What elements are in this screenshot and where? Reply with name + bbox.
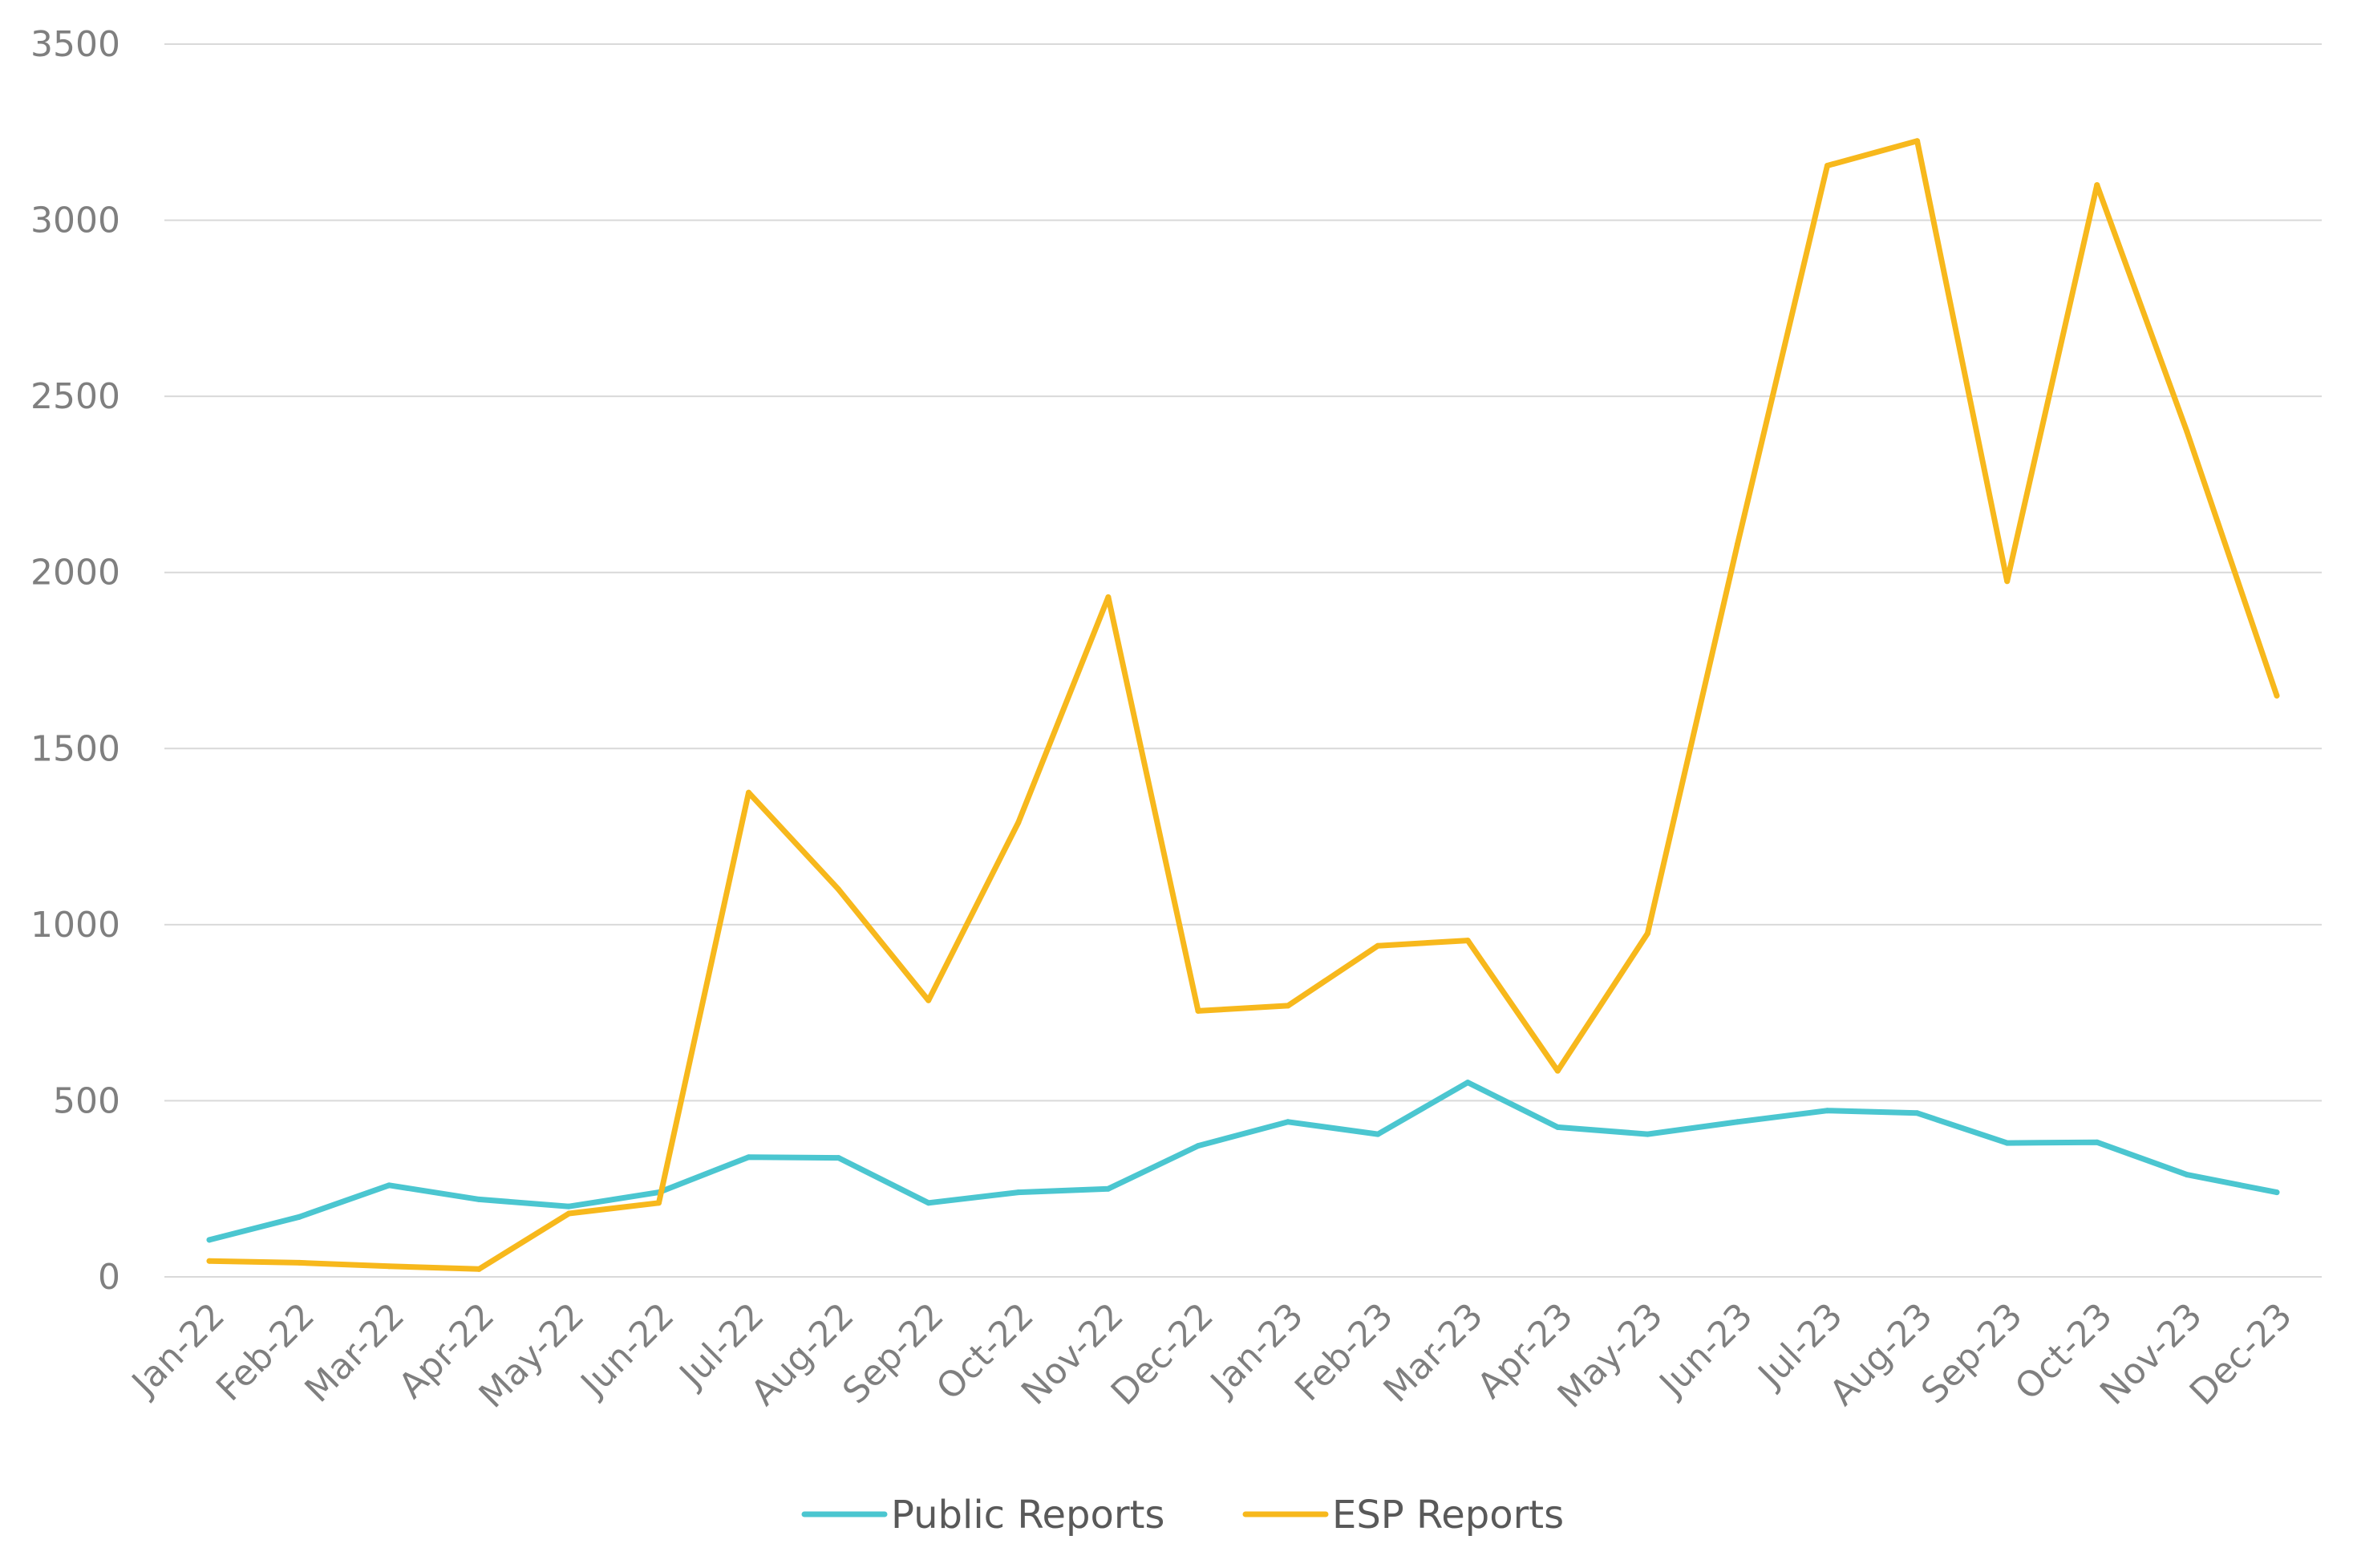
- data-point: [1554, 1124, 1561, 1130]
- x-tick-label: Aug-22: [743, 1295, 862, 1414]
- data-point: [476, 1266, 482, 1272]
- data-point: [1554, 1068, 1561, 1074]
- data-point: [296, 1213, 302, 1220]
- series-line-esp-reports: [206, 138, 2280, 1272]
- data-point: [1914, 1110, 1921, 1116]
- x-tick-label: Aug-23: [1822, 1295, 1941, 1414]
- data-point: [1464, 938, 1471, 944]
- data-point: [476, 1196, 482, 1202]
- x-tick-label: Sep-23: [1914, 1295, 2031, 1412]
- data-point: [1644, 930, 1650, 937]
- y-tick-label: 2000: [30, 553, 120, 594]
- data-point: [2004, 1140, 2011, 1146]
- data-point: [1375, 1131, 1381, 1137]
- y-tick-label: 2500: [30, 376, 120, 417]
- x-tick-label: Dec-22: [1104, 1295, 1221, 1413]
- data-point: [925, 1200, 932, 1206]
- legend-label: Public Reports: [891, 1493, 1164, 1538]
- y-tick-label: 1000: [30, 905, 120, 946]
- y-tick-label: 0: [98, 1257, 120, 1298]
- data-point: [2094, 182, 2100, 188]
- data-point: [1285, 1003, 1291, 1009]
- data-point: [836, 1155, 842, 1161]
- data-point: [2094, 1139, 2100, 1145]
- data-point: [386, 1182, 392, 1189]
- data-point: [386, 1263, 392, 1270]
- gridlines: [164, 43, 2322, 1278]
- data-point: [206, 1258, 213, 1264]
- x-tick-label: Jun-22: [572, 1295, 682, 1406]
- data-point: [1105, 594, 1112, 600]
- x-tick-label: Jun-23: [1650, 1295, 1761, 1406]
- data-point: [2274, 1189, 2280, 1196]
- data-point: [1195, 1143, 1201, 1149]
- y-tick-label: 3500: [30, 24, 120, 65]
- data-point: [1914, 138, 1921, 144]
- data-point: [2274, 692, 2280, 699]
- data-point: [1285, 1119, 1291, 1125]
- data-point: [1464, 1080, 1471, 1086]
- data-point: [1644, 1131, 1650, 1137]
- legend: Public Reports ESP Reports: [801, 1493, 1564, 1538]
- y-tick-label: 500: [53, 1080, 120, 1121]
- legend-label: ESP Reports: [1332, 1493, 1564, 1538]
- data-point: [1015, 1189, 1022, 1196]
- data-point: [1734, 1119, 1740, 1125]
- data-point: [296, 1259, 302, 1266]
- data-point: [746, 1154, 752, 1161]
- data-point: [2184, 428, 2190, 435]
- data-point: [2004, 578, 2011, 585]
- data-point: [206, 1237, 213, 1243]
- data-point: [565, 1203, 572, 1209]
- x-tick-label: Feb-23: [1287, 1295, 1401, 1409]
- legend-item-public-reports: Public Reports: [801, 1493, 1164, 1538]
- y-axis-ticks: 0 500 1000 1500 2000 2500 3000 3500: [30, 24, 120, 1298]
- x-tick-label: Dec-23: [2182, 1295, 2300, 1413]
- data-point: [1375, 942, 1381, 949]
- data-point: [1734, 541, 1740, 548]
- series-line-public-reports: [206, 1080, 2280, 1243]
- data-point: [1824, 1108, 1831, 1114]
- x-tick-label: Mar-23: [1376, 1295, 1492, 1411]
- data-point: [746, 789, 752, 796]
- x-tick-label: Sep-22: [835, 1295, 952, 1412]
- x-tick-label: Feb-22: [209, 1295, 322, 1409]
- y-tick-label: 1500: [30, 728, 120, 769]
- data-point: [565, 1210, 572, 1217]
- data-point: [1195, 1007, 1201, 1014]
- data-point: [1105, 1185, 1112, 1192]
- data-point: [1015, 820, 1022, 826]
- data-point: [2184, 1172, 2190, 1178]
- series-lines: [206, 138, 2280, 1272]
- x-axis-ticks: Jan-22Feb-22Mar-22Apr-22May-22Jun-22Jul-…: [123, 1295, 2300, 1416]
- data-point: [836, 886, 842, 893]
- x-tick-label: Mar-22: [298, 1295, 413, 1411]
- data-point: [655, 1200, 662, 1206]
- legend-item-esp-reports: ESP Reports: [1242, 1493, 1564, 1538]
- data-point: [1824, 163, 1831, 169]
- y-tick-label: 3000: [30, 201, 120, 241]
- data-point: [925, 997, 932, 1003]
